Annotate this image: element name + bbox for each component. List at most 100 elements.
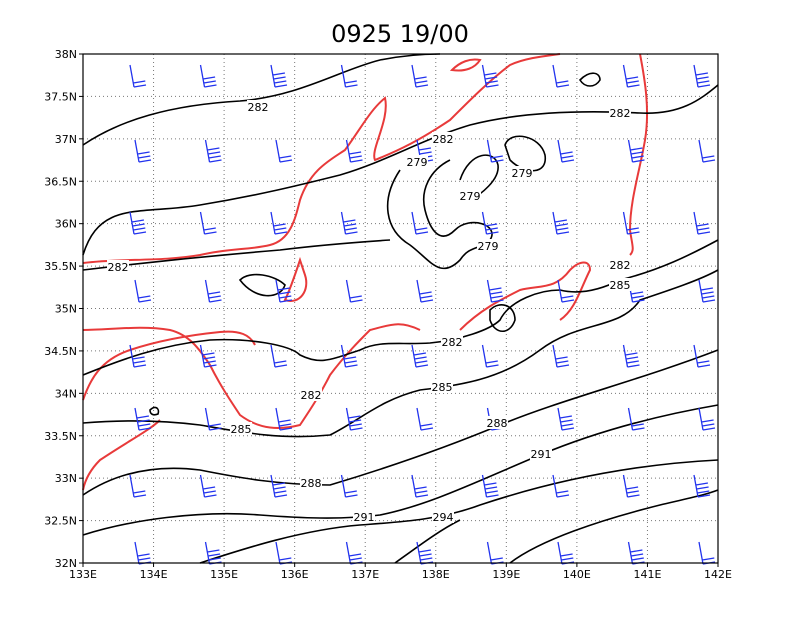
contour-label: 282 xyxy=(442,336,463,349)
isotherm-lines xyxy=(82,53,719,564)
contour-label-bg xyxy=(530,447,552,460)
lat-label: 32.5N xyxy=(44,515,77,528)
contour-label: 291 xyxy=(354,511,375,524)
contour-label: 282 xyxy=(610,107,631,120)
wind-barb xyxy=(129,344,147,368)
wind-barb xyxy=(481,474,499,498)
wind-barb xyxy=(275,279,293,303)
wind-barb xyxy=(129,211,147,235)
wind-barb xyxy=(693,344,711,368)
wind-barb xyxy=(270,474,288,498)
wind-barb xyxy=(486,541,504,565)
lat-label: 38N xyxy=(55,48,77,61)
wind-barb xyxy=(416,407,434,431)
wind-barb xyxy=(204,279,222,303)
wind-barb xyxy=(340,64,358,88)
contour-label-bg xyxy=(477,239,499,252)
wind-barb xyxy=(622,211,640,235)
wind-barb xyxy=(486,279,504,303)
lon-label: 139E xyxy=(492,568,520,581)
lon-label: 136E xyxy=(281,568,309,581)
contour-label-bg xyxy=(486,416,508,429)
contour-label-bg xyxy=(300,388,322,401)
wind-barb xyxy=(627,407,645,431)
wind-barb xyxy=(134,541,152,565)
wind-barb xyxy=(275,407,293,431)
contour-label-bg xyxy=(300,476,322,489)
wind-barb xyxy=(416,279,434,303)
contour-label-bg xyxy=(432,132,454,145)
wind-barb xyxy=(481,64,499,88)
wind-barb xyxy=(557,407,575,431)
wind-barb xyxy=(557,279,575,303)
wind-barb xyxy=(275,541,293,565)
lon-label: 135E xyxy=(210,568,238,581)
wind-barb xyxy=(411,64,429,88)
wind-barb xyxy=(199,211,217,235)
wind-barb xyxy=(345,407,363,431)
wind-barb xyxy=(340,344,358,368)
lon-label: 137E xyxy=(351,568,379,581)
lon-label: 138E xyxy=(422,568,450,581)
wind-barb xyxy=(345,139,363,163)
wind-barb xyxy=(552,344,570,368)
lon-label: 142E xyxy=(704,568,732,581)
contour-label: 285 xyxy=(231,423,252,436)
lat-label: 32N xyxy=(55,557,77,570)
wind-barb xyxy=(693,64,711,88)
lat-label: 36.5N xyxy=(44,175,77,188)
wind-barb xyxy=(270,344,288,368)
wind-barb xyxy=(199,344,217,368)
wind-barb xyxy=(622,64,640,88)
plot-frame xyxy=(82,53,719,564)
wind-barb xyxy=(622,474,640,498)
wind-barb xyxy=(552,64,570,88)
wind-barb xyxy=(345,541,363,565)
lat-label: 37N xyxy=(55,133,77,146)
lon-label: 140E xyxy=(563,568,591,581)
wind-barb xyxy=(270,64,288,88)
contour-label-bg xyxy=(230,422,252,435)
contour-label: 279 xyxy=(407,156,428,169)
contour-label-bg xyxy=(406,155,428,168)
contour-label: 288 xyxy=(487,417,508,430)
wind-barb xyxy=(340,474,358,498)
lat-label: 37.5N xyxy=(44,90,77,103)
contour-label: 285 xyxy=(432,381,453,394)
lat-label: 34N xyxy=(55,387,77,400)
contour-label-bg xyxy=(247,100,269,113)
contour-label: 291 xyxy=(531,448,552,461)
wind-barb xyxy=(134,279,152,303)
lat-label: 35.5N xyxy=(44,260,77,273)
wind-barb xyxy=(698,407,716,431)
wind-barb xyxy=(411,474,429,498)
wind-barb xyxy=(627,541,645,565)
wind-barb xyxy=(270,211,288,235)
wind-barb xyxy=(199,474,217,498)
wind-barb xyxy=(693,474,711,498)
lat-label: 36N xyxy=(55,218,77,231)
contour-label-bg xyxy=(609,258,631,271)
contour-label-bg xyxy=(511,166,533,179)
wind-barb xyxy=(481,211,499,235)
contour-label: 282 xyxy=(248,101,269,114)
wind-barb xyxy=(204,139,222,163)
wind-barb xyxy=(557,139,575,163)
contour-label: 279 xyxy=(460,190,481,203)
wind-barb xyxy=(486,139,504,163)
wind-barb xyxy=(411,344,429,368)
wind-barb xyxy=(622,344,640,368)
wind-barb xyxy=(698,541,716,565)
map-title: 0925 19/00 xyxy=(331,20,469,48)
contour-label: 288 xyxy=(301,477,322,490)
wind-barb xyxy=(129,64,147,88)
contour-label-bg xyxy=(441,335,463,348)
wind-barb xyxy=(340,211,358,235)
wind-barb xyxy=(552,211,570,235)
lat-label: 34.5N xyxy=(44,345,77,358)
lon-label: 141E xyxy=(633,568,661,581)
wind-barb xyxy=(275,139,293,163)
wind-barb xyxy=(698,139,716,163)
coastline xyxy=(82,53,649,491)
wind-barb xyxy=(345,279,363,303)
